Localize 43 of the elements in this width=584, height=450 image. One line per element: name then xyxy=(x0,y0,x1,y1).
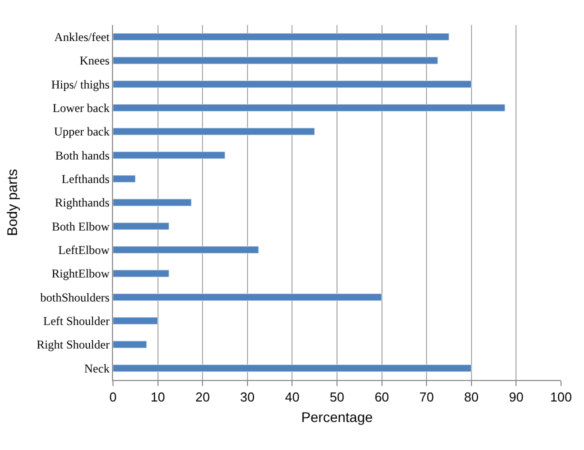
y-tick-label: Righthands xyxy=(54,196,110,210)
bar xyxy=(113,270,170,278)
y-tick-label: Lefthands xyxy=(62,172,110,186)
x-tick-label: 60 xyxy=(374,390,390,405)
y-tick-label: Right Shoulder xyxy=(36,338,110,352)
x-tick-label: 50 xyxy=(330,390,344,405)
x-tick-label: 30 xyxy=(240,390,255,405)
y-tick-label: Neck xyxy=(84,361,110,376)
x-tick-label: 70 xyxy=(419,390,434,405)
y-tick-label: Both hands xyxy=(55,148,110,162)
bar xyxy=(113,246,259,254)
y-axis-title: Body parts xyxy=(4,169,20,236)
bar xyxy=(113,317,158,325)
bar xyxy=(113,364,472,372)
bar xyxy=(113,128,315,136)
x-axis-title: Percentage xyxy=(301,408,374,425)
bar xyxy=(113,151,226,159)
bar xyxy=(113,33,450,41)
y-tick-label: bothShoulders xyxy=(40,290,110,304)
bar xyxy=(113,80,472,88)
y-tick-label: Upper back xyxy=(54,124,110,139)
y-tick-label: Knees xyxy=(80,54,110,68)
y-tick-label: LeftElbow xyxy=(58,243,110,258)
y-tick-label: Left Shoulder xyxy=(43,314,110,328)
y-tick-label: RightElbow xyxy=(52,266,110,281)
bar xyxy=(113,222,170,230)
bar xyxy=(113,104,506,112)
y-tick-label: Lower back xyxy=(52,101,110,116)
y-tick-label: Hips/ thighs xyxy=(51,77,110,92)
bar xyxy=(113,293,382,301)
x-tick-label: 0 xyxy=(109,390,117,405)
x-tick-label: 80 xyxy=(464,390,479,405)
x-tick-label: 100 xyxy=(550,390,572,405)
bar xyxy=(113,175,136,183)
bar xyxy=(113,198,192,206)
x-tick-label: 90 xyxy=(508,390,524,405)
x-tick-label: 20 xyxy=(195,390,210,405)
x-tick-label: 40 xyxy=(284,390,300,405)
bar xyxy=(113,340,147,348)
y-tick-label: Ankles/feet xyxy=(54,30,110,44)
bar xyxy=(113,56,438,64)
x-tick-label: 10 xyxy=(150,390,166,405)
y-tick-label: Both Elbow xyxy=(52,219,110,234)
